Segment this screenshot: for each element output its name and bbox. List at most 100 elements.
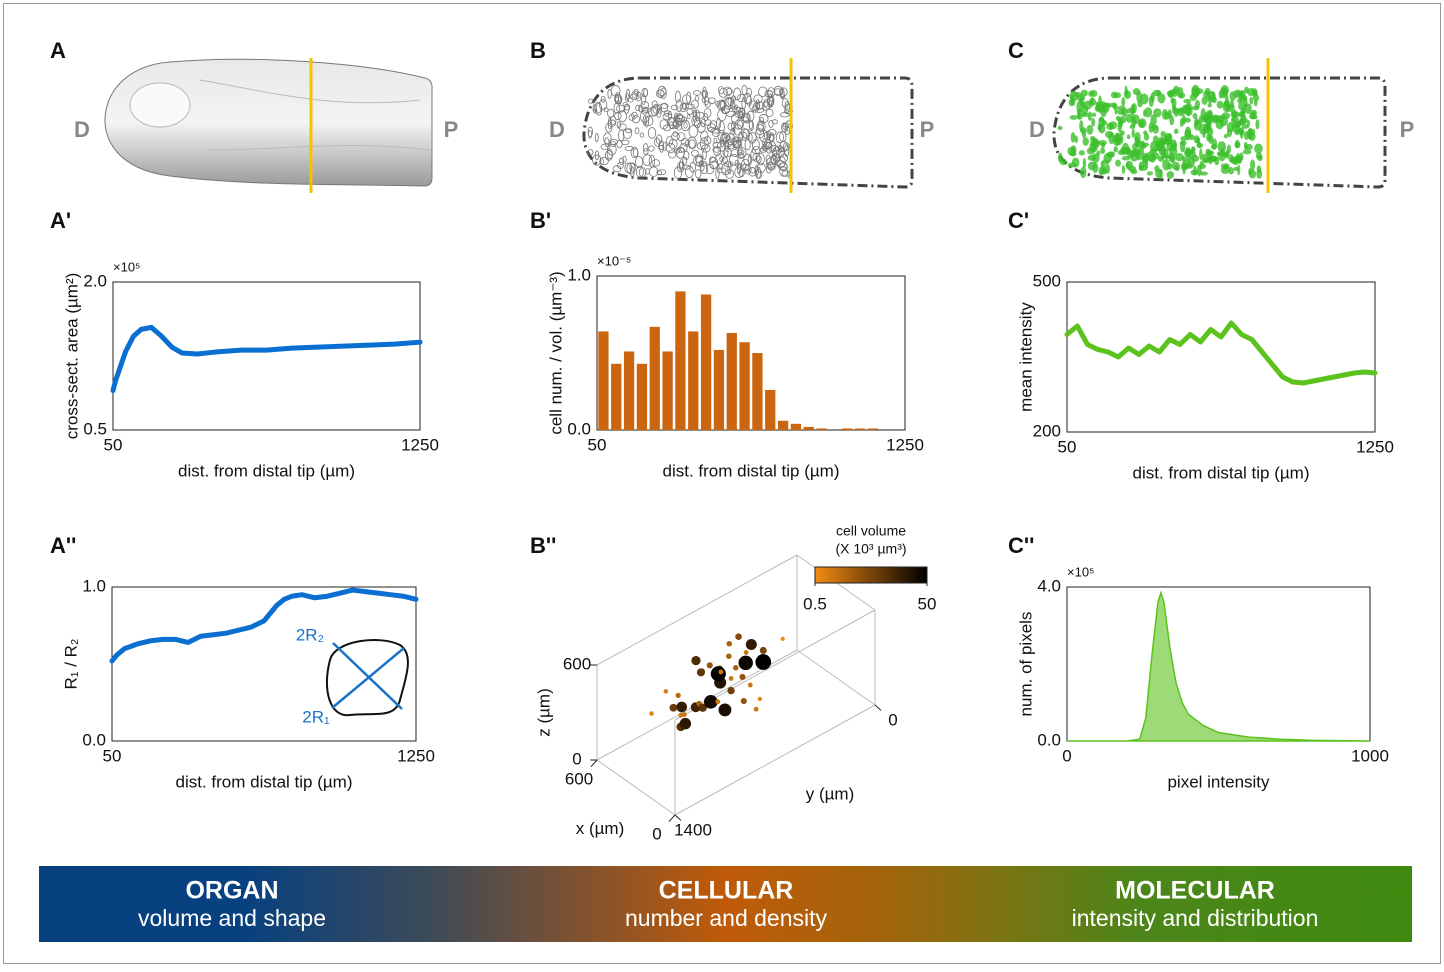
panel-label: B'' — [530, 533, 556, 558]
cell — [641, 94, 646, 106]
cell — [643, 148, 649, 155]
cell — [659, 119, 668, 130]
colorbar-title: (X 10³ µm³) — [835, 541, 906, 557]
cell — [1237, 97, 1242, 104]
cell — [1244, 103, 1252, 115]
cell — [1238, 127, 1245, 136]
cell — [1174, 153, 1184, 162]
cell — [756, 152, 765, 166]
cell — [612, 165, 622, 173]
cell — [716, 117, 722, 130]
cell — [1150, 114, 1157, 127]
cell — [1213, 96, 1217, 104]
cell — [1079, 120, 1084, 132]
cell — [622, 155, 627, 164]
cell — [1082, 158, 1087, 169]
panel-label: A'' — [50, 533, 76, 558]
frame — [3, 3, 1441, 964]
cell-point — [669, 703, 678, 712]
bar — [752, 353, 763, 430]
cell — [1238, 102, 1246, 111]
bar — [803, 426, 814, 430]
cell — [692, 111, 698, 123]
colorbar-cell — [893, 567, 896, 583]
x-tick-label: 1000 — [1351, 746, 1389, 765]
cell — [1121, 155, 1131, 161]
cell — [1076, 109, 1082, 115]
x-tick-label: 600 — [565, 769, 593, 788]
colorbar-cell — [869, 567, 872, 583]
colorbar-cell — [913, 567, 916, 583]
y-axis-label: R₁ / R₂ — [61, 638, 80, 689]
cell — [660, 102, 669, 109]
colorbar-cell — [845, 567, 848, 583]
bar — [765, 389, 776, 430]
banner-subtitle: intensity and distribution — [1072, 905, 1319, 931]
banner-subtitle: volume and shape — [138, 905, 326, 931]
cell — [772, 148, 777, 160]
panel-label: B' — [530, 208, 551, 233]
cell — [686, 108, 694, 115]
cell — [759, 129, 769, 143]
cell-point — [691, 655, 701, 666]
cell — [1169, 114, 1175, 126]
cell-point — [703, 695, 718, 709]
cell — [1081, 104, 1089, 116]
x-tick-label: 1250 — [1356, 437, 1394, 456]
colorbar-cell — [895, 567, 898, 583]
cell — [1092, 140, 1096, 148]
cell — [695, 155, 704, 168]
cell — [1249, 159, 1256, 171]
cell — [1136, 138, 1141, 147]
cell — [746, 110, 755, 122]
z-axis-label: z (µm) — [534, 688, 553, 737]
colorbar-cell — [885, 567, 888, 583]
cell — [594, 102, 602, 114]
cell — [763, 99, 769, 107]
x-tick-label: 1250 — [886, 435, 924, 454]
colorbar-cell — [849, 567, 852, 583]
cell — [747, 154, 753, 165]
bar — [713, 349, 725, 430]
cell — [1152, 135, 1159, 143]
cell — [1183, 105, 1189, 115]
cell — [740, 116, 750, 122]
cell — [694, 169, 702, 179]
cell — [1179, 141, 1186, 153]
y-axis-label: num. of pixels — [1016, 612, 1035, 717]
cell — [1131, 114, 1140, 125]
cell — [1102, 120, 1108, 126]
banner — [39, 866, 1412, 942]
colorbar-cell — [827, 567, 830, 583]
cell — [1193, 119, 1201, 131]
x-axis-label: dist. from distal tip (µm) — [1133, 463, 1310, 482]
cell — [713, 137, 718, 144]
cell — [722, 132, 730, 143]
cell — [618, 110, 627, 123]
cell — [588, 130, 593, 139]
cell-point — [698, 703, 707, 712]
cell — [677, 147, 686, 153]
bar — [598, 331, 609, 430]
cell — [663, 110, 670, 117]
cell — [707, 127, 715, 132]
cell — [758, 147, 768, 153]
cell-point — [726, 640, 733, 647]
cell — [781, 122, 788, 133]
cell — [729, 99, 736, 110]
cell — [625, 128, 633, 134]
cell — [1117, 116, 1127, 124]
cell — [1203, 116, 1209, 121]
cell — [702, 90, 707, 99]
x-tick-label: 50 — [103, 746, 122, 765]
cell — [756, 162, 766, 173]
cell — [635, 104, 641, 112]
cell — [1234, 129, 1240, 136]
cell — [1091, 117, 1096, 127]
colorbar-cell — [925, 567, 928, 583]
y-tick-label: 0.0 — [82, 730, 106, 749]
x-tick-label: 0 — [1062, 746, 1071, 765]
cell — [1220, 85, 1229, 96]
cell-point — [718, 669, 724, 675]
cell — [725, 133, 736, 146]
